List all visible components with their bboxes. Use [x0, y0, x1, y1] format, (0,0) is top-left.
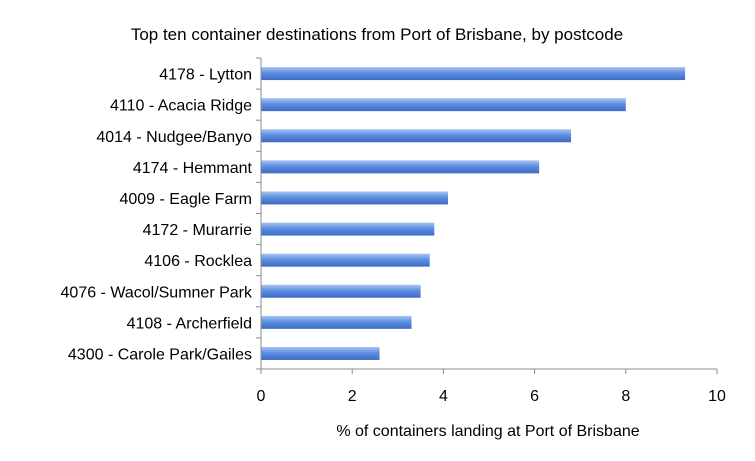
x-tick-label: 2: [348, 388, 357, 405]
category-label: 4178 - Lytton: [159, 67, 252, 84]
category-label: 4300 - Carole Park/Gailes: [68, 346, 252, 363]
x-tick-label: 8: [621, 388, 630, 405]
bar-9: [261, 315, 412, 329]
bar-6: [261, 222, 435, 236]
bar-10: [261, 346, 380, 360]
category-label: 4110 - Acacia Ridge: [110, 98, 252, 115]
category-label: 4172 - Murarrie: [143, 222, 252, 239]
category-label: 4106 - Rocklea: [144, 253, 252, 270]
bar-4: [261, 160, 540, 174]
category-label: 4009 - Eagle Farm: [119, 191, 252, 208]
x-tick-label: 10: [708, 388, 726, 405]
category-label: 4174 - Hemmant: [133, 160, 253, 177]
x-tick-label: 0: [257, 388, 266, 405]
category-label: 4014 - Nudgee/Banyo: [96, 129, 252, 146]
bar-2: [261, 98, 626, 112]
x-tick-label: 4: [439, 388, 448, 405]
plot-area: 4178 - Lytton 4110 - Acacia Ridge 4014 - N…: [61, 57, 726, 405]
bar-1: [261, 67, 686, 81]
category-label: 4108 - Archerfield: [127, 315, 252, 332]
category-label: 4076 - Wacol/Sumner Park: [61, 284, 253, 301]
x-tick-label: 6: [530, 388, 539, 405]
chart-title: Top ten container destinations from Port…: [131, 25, 623, 44]
x-axis-label: % of containers landing at Port of Brisb…: [336, 423, 639, 440]
bar-8: [261, 284, 421, 298]
bar-3: [261, 129, 572, 143]
bar-5: [261, 191, 448, 205]
bar-7: [261, 253, 430, 267]
